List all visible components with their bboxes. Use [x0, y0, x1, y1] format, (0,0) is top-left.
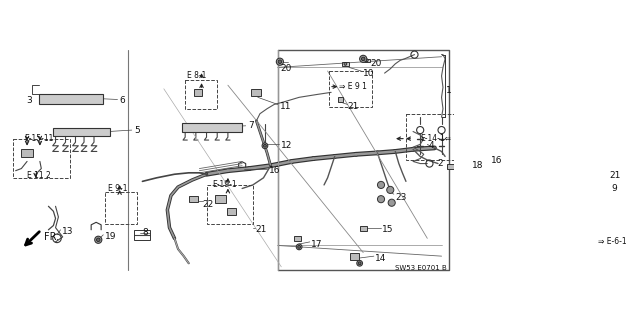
Text: 22: 22 — [203, 200, 213, 209]
Text: 14: 14 — [375, 254, 387, 263]
Circle shape — [296, 244, 302, 250]
Circle shape — [605, 170, 606, 172]
Text: 13: 13 — [62, 227, 73, 236]
Circle shape — [378, 181, 385, 188]
Bar — [601, 183, 608, 187]
Text: 9: 9 — [611, 184, 617, 193]
Circle shape — [387, 186, 394, 194]
Circle shape — [262, 143, 268, 148]
Circle shape — [360, 55, 367, 62]
Text: 17: 17 — [311, 240, 323, 249]
Text: 7: 7 — [248, 121, 254, 130]
Bar — [447, 164, 454, 169]
Circle shape — [278, 60, 282, 63]
Bar — [185, 80, 217, 109]
Bar — [598, 230, 637, 257]
Text: 21: 21 — [348, 102, 359, 111]
Circle shape — [297, 245, 301, 248]
Text: 2: 2 — [437, 159, 443, 168]
Text: FR.: FR. — [44, 232, 59, 242]
Text: E 9-1: E 9-1 — [108, 184, 128, 193]
Circle shape — [361, 57, 365, 61]
Text: 4: 4 — [429, 141, 434, 150]
Bar — [350, 253, 359, 260]
Text: E 11 2: E 11 2 — [27, 171, 51, 180]
Bar — [342, 62, 349, 66]
Text: 21: 21 — [609, 171, 620, 180]
Bar — [252, 89, 261, 96]
Circle shape — [603, 183, 605, 186]
Circle shape — [96, 238, 100, 242]
Text: E-19-1: E-19-1 — [212, 180, 237, 189]
Circle shape — [95, 236, 102, 243]
Text: E-14-1⇐: E-14-1⇐ — [420, 134, 451, 143]
Bar — [182, 123, 242, 132]
Bar — [189, 196, 198, 202]
Bar — [406, 114, 459, 160]
Bar — [338, 97, 343, 102]
Text: 20: 20 — [280, 64, 291, 73]
Bar — [329, 71, 372, 107]
Circle shape — [366, 59, 368, 62]
Text: 15: 15 — [382, 225, 394, 234]
Text: E 8-1: E 8-1 — [187, 71, 206, 80]
Text: 19: 19 — [105, 232, 117, 241]
Bar — [13, 139, 70, 178]
Circle shape — [276, 58, 283, 65]
Text: 5: 5 — [134, 125, 140, 135]
Text: 20: 20 — [370, 59, 382, 68]
Bar — [194, 89, 203, 96]
Bar — [39, 94, 103, 104]
Bar — [105, 192, 138, 224]
Circle shape — [264, 144, 266, 147]
Bar — [134, 230, 150, 240]
Text: 16: 16 — [269, 166, 281, 175]
Text: 6: 6 — [119, 96, 125, 105]
Text: 8: 8 — [143, 228, 148, 237]
Bar — [294, 236, 301, 241]
Text: 21: 21 — [255, 225, 266, 234]
Bar — [206, 185, 253, 224]
Circle shape — [378, 196, 385, 203]
Bar — [20, 148, 34, 157]
Text: SW53 E0701 B: SW53 E0701 B — [396, 265, 447, 271]
Text: 16: 16 — [491, 156, 503, 164]
Text: 12: 12 — [280, 141, 292, 150]
Text: 3: 3 — [26, 96, 32, 105]
Text: 11: 11 — [280, 102, 291, 111]
Text: 1: 1 — [446, 86, 452, 95]
Text: 23: 23 — [396, 193, 406, 202]
Text: ⇒ E-6-1: ⇒ E-6-1 — [598, 237, 627, 246]
Circle shape — [388, 199, 396, 206]
Circle shape — [357, 260, 362, 266]
Bar — [54, 128, 110, 137]
Text: 10: 10 — [363, 68, 375, 78]
Circle shape — [603, 169, 608, 173]
Text: ⇒ E 9 1: ⇒ E 9 1 — [339, 82, 367, 91]
Text: E-15-11: E-15-11 — [24, 134, 54, 143]
Bar — [606, 235, 616, 242]
Bar — [364, 59, 369, 62]
Bar — [360, 226, 367, 230]
Bar — [227, 208, 236, 215]
Text: 18: 18 — [472, 161, 483, 170]
Bar — [215, 195, 227, 204]
Circle shape — [358, 262, 361, 265]
Circle shape — [344, 62, 347, 65]
